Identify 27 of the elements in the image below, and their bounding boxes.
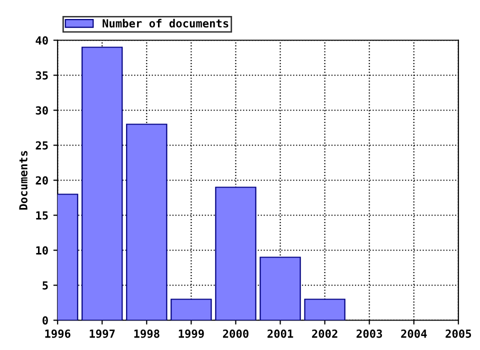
bar: [304, 298, 346, 320]
y-tick-label: 25: [36, 141, 48, 150]
y-tick-label: 40: [36, 36, 48, 45]
y-tick-label: 10: [36, 246, 48, 255]
y-tick-label: 30: [36, 106, 48, 115]
x-tick-label: 1997: [90, 330, 115, 338]
y-axis-title: Documents: [19, 151, 28, 210]
x-tick-label: 2002: [312, 329, 338, 338]
y-tick-label: 20: [36, 176, 48, 185]
bar: [82, 46, 123, 320]
bar: [126, 124, 168, 320]
y-tick-label: 0: [42, 316, 48, 325]
bar: [260, 256, 301, 320]
x-tick-label: 2003: [356, 329, 382, 338]
x-tick-label: 2004: [401, 329, 427, 338]
x-tick-label: 2001: [268, 329, 294, 338]
legend-label: Number of documents: [102, 18, 228, 28]
bar: [215, 186, 256, 320]
y-tick-label: 15: [36, 211, 48, 220]
x-tick-label: 1999: [178, 330, 204, 338]
x-tick-label: 1996: [45, 329, 70, 338]
y-tick-label: 5: [42, 281, 48, 290]
x-tick-label: 2000: [222, 329, 248, 338]
bar: [170, 298, 212, 320]
y-tick-label: 35: [36, 71, 48, 80]
x-tick-label: 2005: [446, 329, 472, 338]
x-tick-label: 1998: [134, 329, 160, 338]
